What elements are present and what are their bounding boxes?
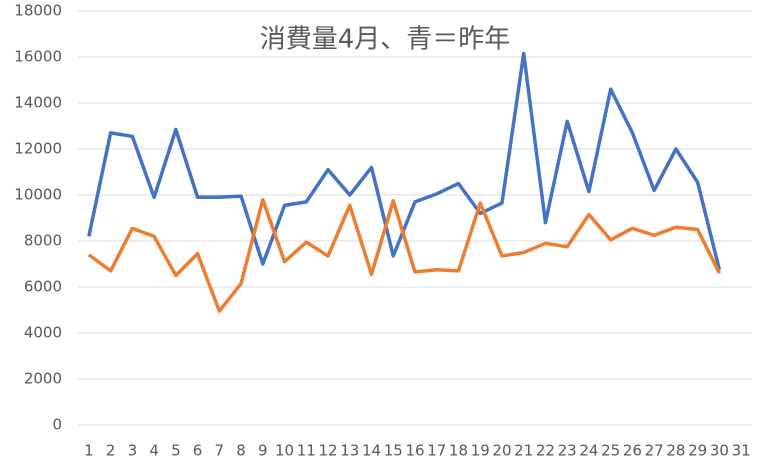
- x-tick-label: 8: [236, 442, 246, 460]
- y-tick-label: 2000: [24, 370, 62, 388]
- x-tick-label: 13: [340, 442, 359, 460]
- x-tick-label: 5: [171, 442, 181, 460]
- x-tick-label: 15: [384, 442, 403, 460]
- x-tick-label: 17: [427, 442, 446, 460]
- x-tick-label: 26: [623, 442, 642, 460]
- x-tick-label: 14: [362, 442, 381, 460]
- x-tick-label: 1: [84, 442, 94, 460]
- x-tick-label: 10: [275, 442, 294, 460]
- x-tick-label: 21: [514, 442, 533, 460]
- chart-title: 消費量4月、青＝昨年: [260, 25, 511, 55]
- x-tick-label: 4: [149, 442, 159, 460]
- x-tick-label: 24: [579, 442, 598, 460]
- y-tick-label: 6000: [24, 278, 62, 296]
- y-tick-label: 14000: [14, 94, 62, 112]
- x-tick-label: 12: [318, 442, 337, 460]
- y-tick-label: 0: [52, 416, 62, 434]
- x-tick-label: 25: [601, 442, 620, 460]
- x-tick-label: 20: [492, 442, 511, 460]
- series-line: [87, 197, 721, 313]
- x-tick-label: 23: [558, 442, 577, 460]
- x-tick-label: 6: [193, 442, 203, 460]
- y-tick-label: 4000: [24, 324, 62, 342]
- x-tick-label: 11: [297, 442, 316, 460]
- y-tick-label: 8000: [24, 232, 62, 250]
- y-tick-label: 12000: [14, 140, 62, 158]
- x-tick-label: 22: [536, 442, 555, 460]
- y-tick-label: 10000: [14, 186, 62, 204]
- x-tick-label: 30: [710, 442, 729, 460]
- x-tick-label: 28: [666, 442, 685, 460]
- x-tick-label: 3: [128, 442, 138, 460]
- x-tick-label: 7: [215, 442, 225, 460]
- x-tick-label: 31: [732, 442, 751, 460]
- x-tick-label: 27: [645, 442, 664, 460]
- x-tick-label: 18: [449, 442, 468, 460]
- series-line: [87, 51, 722, 271]
- y-tick-label: 16000: [14, 48, 62, 66]
- x-tick-label: 2: [106, 442, 116, 460]
- y-tick-label: 18000: [14, 2, 62, 20]
- x-tick-label: 29: [688, 442, 707, 460]
- x-tick-label: 9: [258, 442, 268, 460]
- x-tick-label: 16: [405, 442, 424, 460]
- x-tick-label: 19: [471, 442, 490, 460]
